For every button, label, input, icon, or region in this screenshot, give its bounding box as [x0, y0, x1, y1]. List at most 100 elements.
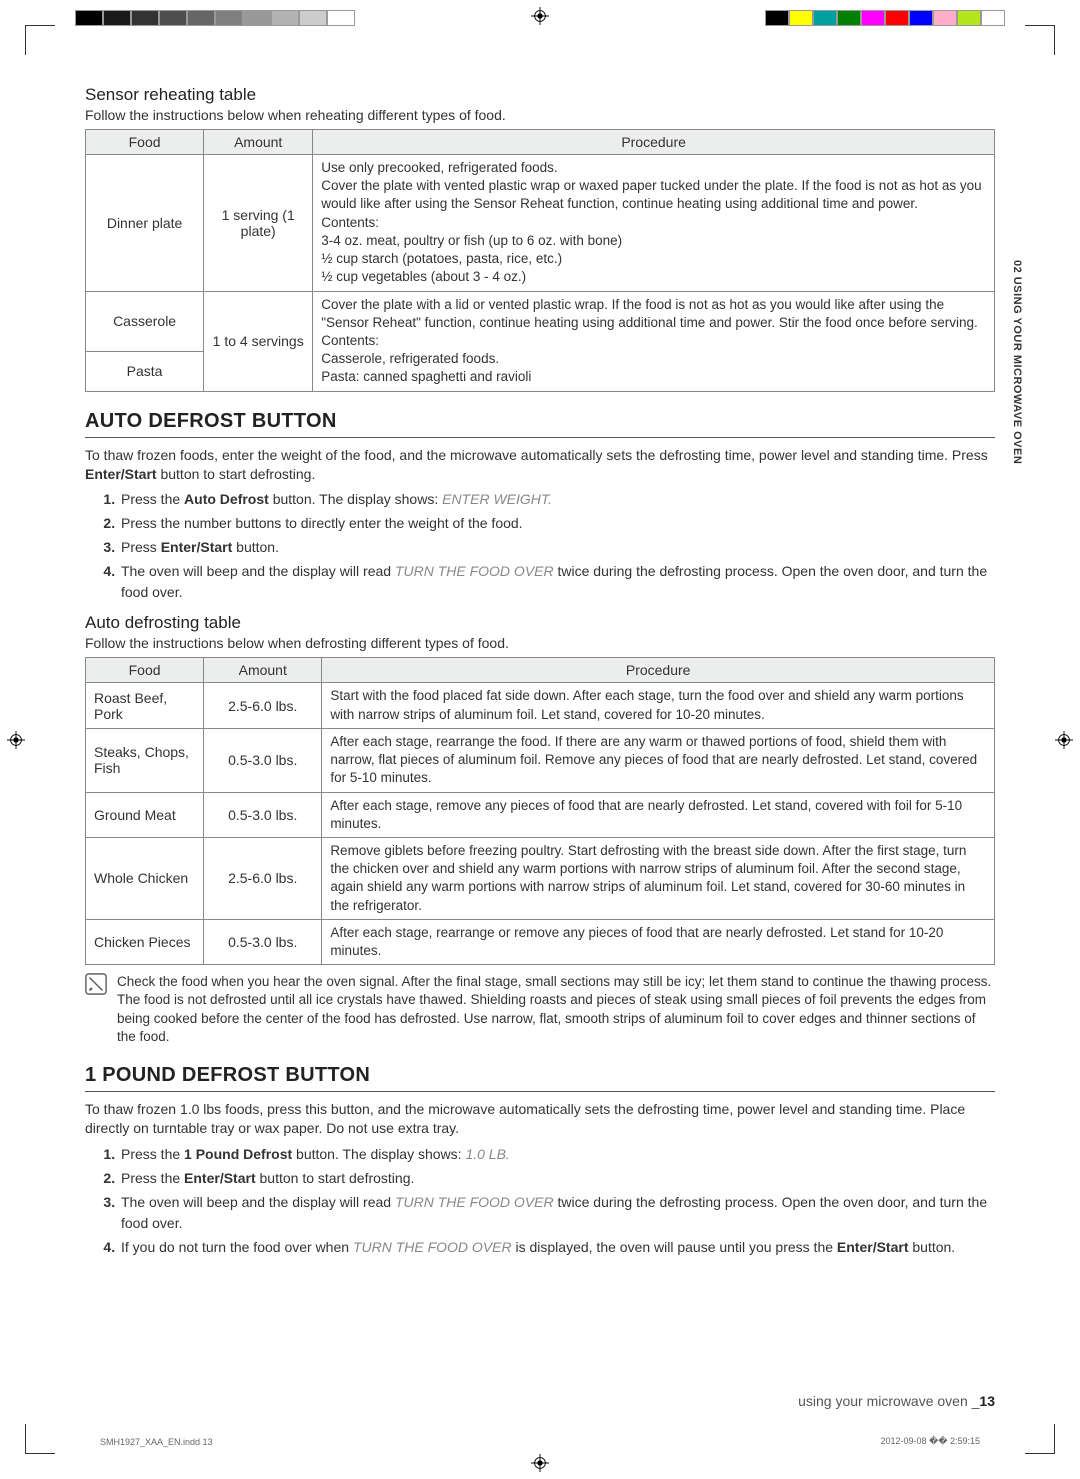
- sensor-reheat-table: Food Amount Procedure Dinner plate 1 ser…: [85, 129, 995, 392]
- note-text: Check the food when you hear the oven si…: [117, 973, 995, 1046]
- auto-defrost-intro: To thaw frozen foods, enter the weight o…: [85, 446, 995, 484]
- auto-defrost-table: Food Amount Procedure Roast Beef, Pork2.…: [85, 657, 995, 965]
- step: Press the Auto Defrost button. The displ…: [119, 489, 995, 510]
- rule: [85, 1091, 995, 1092]
- t: Enter/Start: [837, 1239, 909, 1255]
- cell-procedure: Start with the food placed fat side down…: [322, 683, 995, 728]
- rule: [85, 437, 995, 438]
- cell-food: Dinner plate: [86, 155, 204, 292]
- auto-defrost-heading: AUTO DEFROST BUTTON: [85, 410, 995, 433]
- note-icon: [85, 973, 107, 1046]
- cell-procedure: Cover the plate with a lid or vented pla…: [313, 291, 995, 391]
- col-procedure: Procedure: [322, 658, 995, 683]
- t: If you do not turn the food over when: [121, 1239, 353, 1255]
- cmyk-colorbar: [765, 10, 1005, 26]
- pound-defrost-steps: Press the 1 Pound Defrost button. The di…: [119, 1144, 995, 1258]
- t: is displayed, the oven will pause until …: [512, 1239, 837, 1255]
- cell-food: Ground Meat: [86, 792, 204, 837]
- step: Press the Enter/Start button to start de…: [119, 1168, 995, 1189]
- t: Press the: [121, 491, 184, 507]
- crop-mark: [25, 25, 55, 55]
- table-row: Roast Beef, Pork2.5-6.0 lbs.Start with t…: [86, 683, 995, 728]
- cell-amount: 2.5-6.0 lbs.: [204, 683, 322, 728]
- registration-mark-icon: [1055, 731, 1073, 749]
- crop-mark: [1025, 1424, 1055, 1454]
- t: Enter/Start: [161, 539, 233, 555]
- cell-food: Pasta: [86, 351, 204, 391]
- auto-defrost-steps: Press the Auto Defrost button. The displ…: [119, 489, 995, 603]
- col-amount: Amount: [204, 658, 322, 683]
- t: button.: [908, 1239, 955, 1255]
- crop-mark: [1025, 25, 1055, 55]
- defrost-table-title: Auto defrosting table: [85, 613, 995, 633]
- step: Press the number buttons to directly ent…: [119, 513, 995, 534]
- cell-amount: 2.5-6.0 lbs.: [204, 837, 322, 919]
- table-row: Ground Meat0.5-3.0 lbs.After each stage,…: [86, 792, 995, 837]
- text: button to start defrosting.: [157, 466, 316, 482]
- slug-right: 2012-09-08 �� 2:59:15: [880, 1436, 980, 1447]
- reheat-table-lead: Follow the instructions below when rehea…: [85, 107, 995, 123]
- cell-procedure: After each stage, rearrange the food. If…: [322, 728, 995, 792]
- step: If you do not turn the food over when TU…: [119, 1237, 995, 1258]
- col-amount: Amount: [204, 130, 313, 155]
- t: button. The display shows:: [292, 1146, 465, 1162]
- step: The oven will beep and the display will …: [119, 561, 995, 603]
- t: Press the: [121, 1146, 184, 1162]
- chapter-side-tab: 02 USING YOUR MICROWAVE OVEN: [1011, 260, 1023, 464]
- display-msg: 1.0 LB.: [465, 1146, 509, 1162]
- display-msg: TURN THE FOOD OVER: [353, 1239, 512, 1255]
- t: button.: [232, 539, 279, 555]
- cell-amount: 1 serving (1 plate): [204, 155, 313, 292]
- text: To thaw frozen foods, enter the weight o…: [85, 447, 988, 463]
- slug-left: SMH1927_XAA_EN.indd 13: [100, 1437, 213, 1447]
- cell-amount: 0.5-3.0 lbs.: [204, 792, 322, 837]
- t: The oven will beep and the display will …: [121, 563, 395, 579]
- display-msg: TURN THE FOOD OVER: [395, 1194, 554, 1210]
- step: Press the 1 Pound Defrost button. The di…: [119, 1144, 995, 1165]
- table-row: Whole Chicken2.5-6.0 lbs.Remove giblets …: [86, 837, 995, 919]
- cell-food: Casserole: [86, 291, 204, 351]
- cell-amount: 0.5-3.0 lbs.: [204, 919, 322, 964]
- pound-defrost-heading: 1 POUND DEFROST BUTTON: [85, 1064, 995, 1087]
- t: Enter/Start: [184, 1170, 256, 1186]
- crop-mark: [25, 1424, 55, 1454]
- defrost-table-lead: Follow the instructions below when defro…: [85, 635, 995, 651]
- grayscale-colorbar: [75, 10, 355, 26]
- cell-food: Steaks, Chops, Fish: [86, 728, 204, 792]
- t: Press the number buttons to directly ent…: [121, 515, 523, 531]
- cell-procedure: After each stage, rearrange or remove an…: [322, 919, 995, 964]
- cell-procedure: Use only precooked, refrigerated foods. …: [313, 155, 995, 292]
- cell-amount: 0.5-3.0 lbs.: [204, 728, 322, 792]
- t: button. The display shows:: [269, 491, 442, 507]
- col-food: Food: [86, 658, 204, 683]
- step: The oven will beep and the display will …: [119, 1192, 995, 1234]
- step: Press Enter/Start button.: [119, 537, 995, 558]
- t: Press: [121, 539, 161, 555]
- footer: using your microwave oven _13: [798, 1393, 995, 1409]
- registration-mark-icon: [531, 1454, 549, 1472]
- t: button to start defrosting.: [256, 1170, 415, 1186]
- text-bold: Enter/Start: [85, 466, 157, 482]
- cell-food: Chicken Pieces: [86, 919, 204, 964]
- col-procedure: Procedure: [313, 130, 995, 155]
- cell-amount: 1 to 4 servings: [204, 291, 313, 391]
- t: Press the: [121, 1170, 184, 1186]
- pound-defrost-intro: To thaw frozen 1.0 lbs foods, press this…: [85, 1100, 995, 1138]
- reheat-table-title: Sensor reheating table: [85, 85, 995, 105]
- t: The oven will beep and the display will …: [121, 1194, 395, 1210]
- footer-label: using your microwave oven _: [798, 1393, 979, 1409]
- note: Check the food when you hear the oven si…: [85, 973, 995, 1046]
- page-content: 02 USING YOUR MICROWAVE OVEN Sensor rehe…: [85, 60, 995, 1419]
- display-msg: ENTER WEIGHT.: [442, 491, 552, 507]
- display-msg: TURN THE FOOD OVER: [395, 563, 554, 579]
- registration-mark-icon: [7, 731, 25, 749]
- table-row: Chicken Pieces0.5-3.0 lbs.After each sta…: [86, 919, 995, 964]
- table-row: Casserole 1 to 4 servings Cover the plat…: [86, 291, 995, 351]
- cell-food: Roast Beef, Pork: [86, 683, 204, 728]
- t: Auto Defrost: [184, 491, 269, 507]
- cell-procedure: Remove giblets before freezing poultry. …: [322, 837, 995, 919]
- t: 1 Pound Defrost: [184, 1146, 292, 1162]
- registration-mark-icon: [531, 7, 549, 25]
- table-row: Steaks, Chops, Fish0.5-3.0 lbs.After eac…: [86, 728, 995, 792]
- table-row: Dinner plate 1 serving (1 plate) Use onl…: [86, 155, 995, 292]
